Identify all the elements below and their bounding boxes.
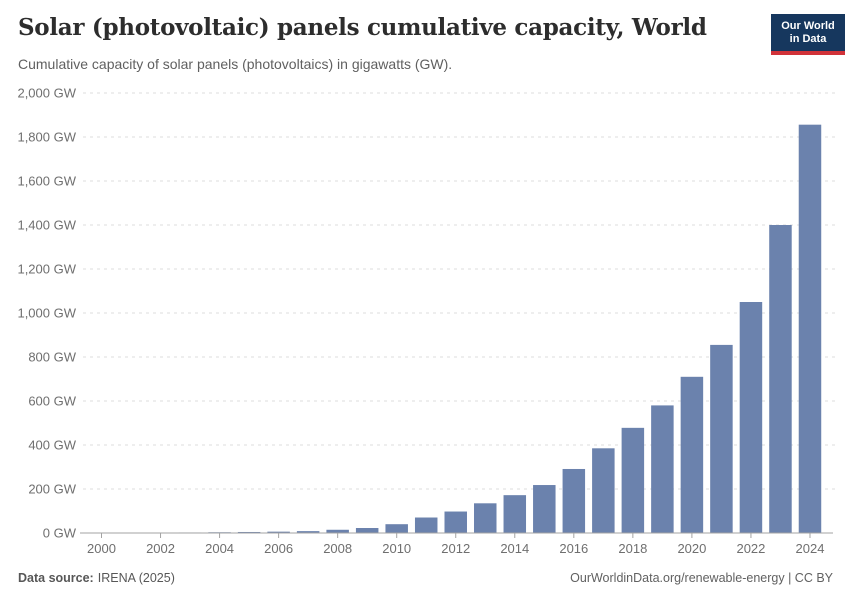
- bar-2010[interactable]: [385, 524, 408, 533]
- bar-2017[interactable]: [592, 448, 615, 533]
- bar-2021[interactable]: [710, 344, 733, 533]
- x-tick-label: 2006: [264, 541, 293, 556]
- y-tick-label: 1,200 GW: [17, 262, 76, 277]
- y-tick-label: 800 GW: [28, 350, 76, 365]
- x-tick-label: 2024: [796, 541, 825, 556]
- bar-2008[interactable]: [326, 529, 349, 533]
- bar-2016[interactable]: [562, 468, 586, 533]
- owid-logo-line2: in Data: [789, 33, 827, 45]
- x-tick-label: 2014: [500, 541, 529, 556]
- data-source: Data source: IRENA (2025): [18, 571, 175, 585]
- owid-logo[interactable]: Our World in Data: [771, 14, 845, 55]
- bar-2018[interactable]: [621, 427, 645, 533]
- chart-subtitle: Cumulative capacity of solar panels (pho…: [18, 56, 453, 72]
- y-tick-label: 200 GW: [28, 482, 76, 497]
- bar-2005[interactable]: [237, 531, 261, 533]
- y-tick-label: 600 GW: [28, 394, 76, 409]
- bar-2024[interactable]: [798, 124, 822, 534]
- bar-2012[interactable]: [444, 511, 467, 533]
- bar-2022[interactable]: [739, 302, 763, 533]
- y-tick-label: 1,000 GW: [17, 306, 76, 321]
- bar-2023[interactable]: [769, 225, 792, 533]
- x-tick-label: 2002: [146, 541, 175, 556]
- x-tick-label: 2010: [382, 541, 411, 556]
- x-tick-label: 2012: [441, 541, 470, 556]
- bar-2007[interactable]: [296, 531, 320, 533]
- bar-2019[interactable]: [651, 405, 674, 533]
- x-tick-label: 2000: [87, 541, 116, 556]
- owid-logo-line1: Our World: [781, 20, 835, 32]
- y-tick-label: 2,000 GW: [17, 86, 76, 101]
- bar-2011[interactable]: [414, 517, 438, 533]
- x-tick-label: 2016: [559, 541, 588, 556]
- bar-2015[interactable]: [533, 485, 556, 533]
- x-tick-label: 2018: [618, 541, 647, 556]
- bar-2020[interactable]: [680, 376, 704, 533]
- y-tick-label: 1,600 GW: [17, 174, 76, 189]
- y-tick-label: 1,400 GW: [17, 218, 76, 233]
- y-tick-label: 1,800 GW: [17, 130, 76, 145]
- y-tick-label: 0 GW: [43, 526, 77, 541]
- bar-2006[interactable]: [267, 531, 290, 533]
- data-source-label: Data source:: [18, 571, 94, 585]
- x-tick-label: 2022: [736, 541, 765, 556]
- page-title: Solar (photovoltaic) panels cumulative c…: [18, 14, 707, 41]
- bar-2009[interactable]: [355, 528, 379, 533]
- bar-2013[interactable]: [474, 503, 497, 533]
- data-source-value: IRENA (2025): [97, 571, 175, 585]
- bar-2014[interactable]: [503, 495, 527, 533]
- x-tick-label: 2008: [323, 541, 352, 556]
- y-tick-label: 400 GW: [28, 438, 76, 453]
- x-tick-label: 2020: [677, 541, 706, 556]
- x-tick-label: 2004: [205, 541, 234, 556]
- credit-link[interactable]: OurWorldinData.org/renewable-energy | CC…: [570, 571, 833, 585]
